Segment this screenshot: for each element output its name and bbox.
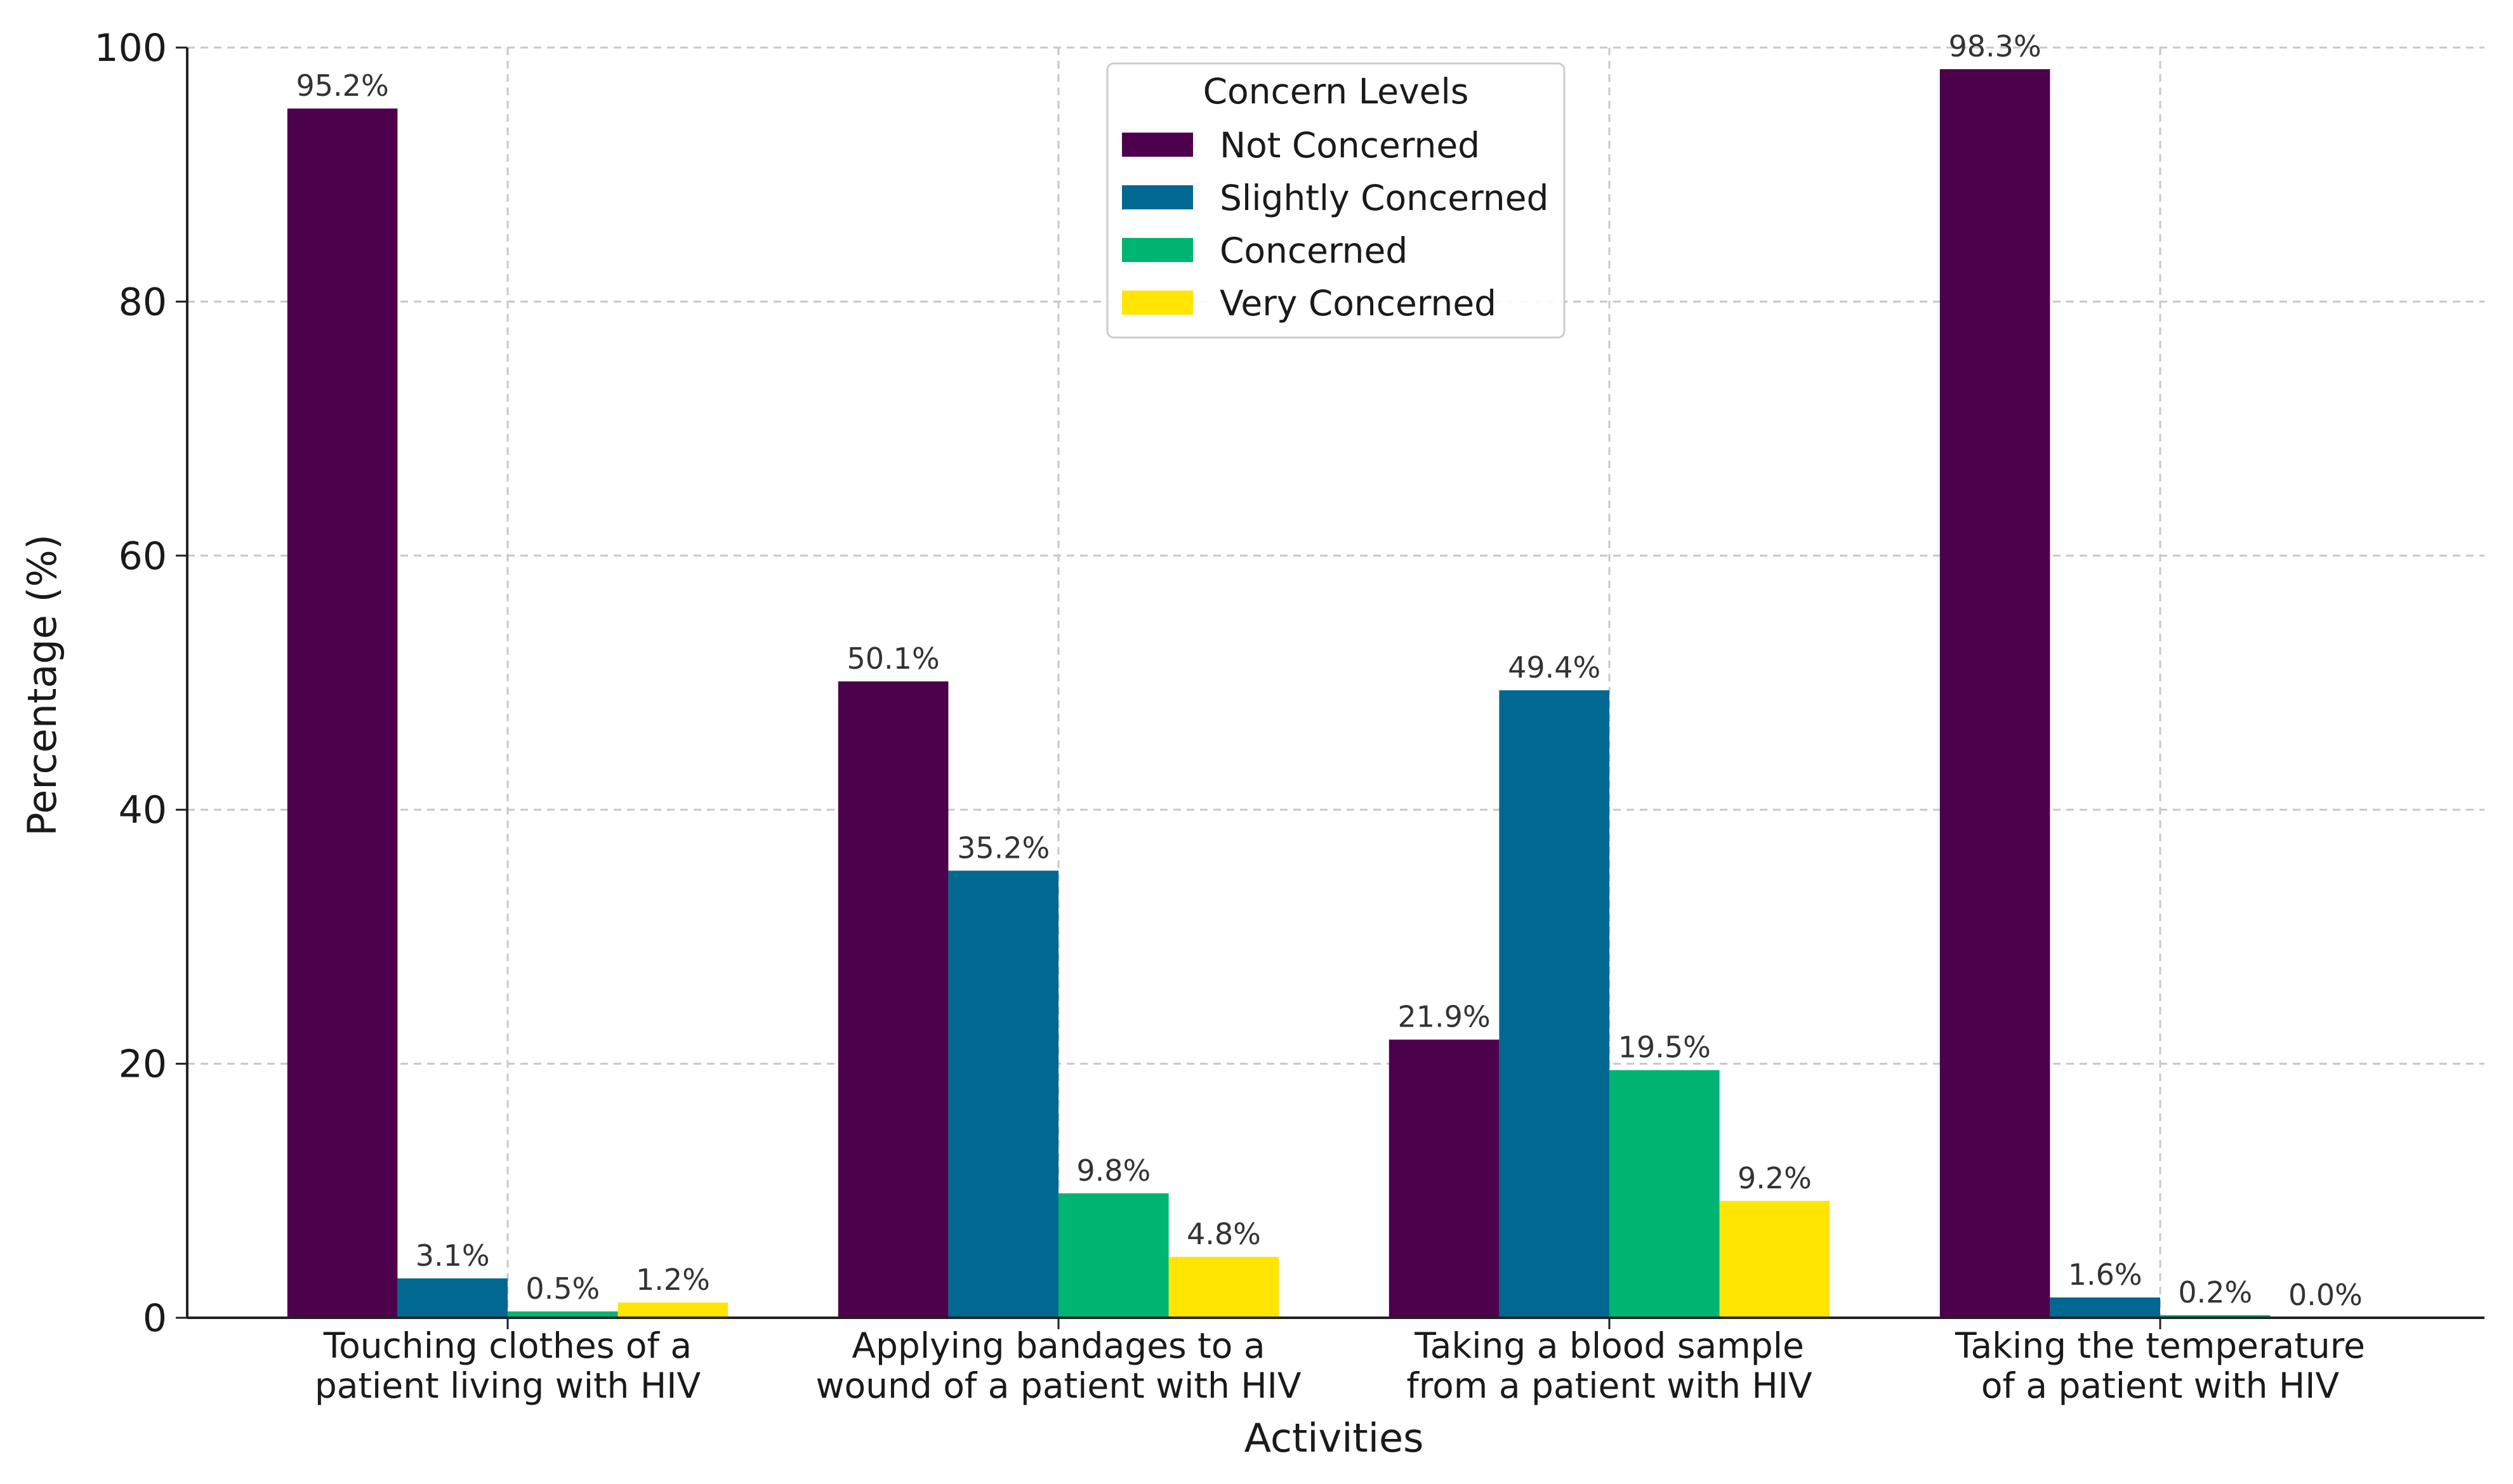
legend-title: Concern Levels <box>1203 71 1469 112</box>
x-category-label-line: patient living with HIV <box>315 1365 701 1406</box>
bar-value-label: 98.3% <box>1949 29 2041 63</box>
bar-concerned <box>1059 1193 1169 1318</box>
bar-value-label: 3.1% <box>416 1238 490 1273</box>
bar-slightly-concerned <box>2050 1297 2160 1318</box>
legend-box <box>1106 62 1566 339</box>
bar-value-label: 35.2% <box>957 831 1050 865</box>
legend-label: Not Concerned <box>1220 125 1480 166</box>
x-category-label-line: wound of a patient with HIV <box>815 1365 1301 1406</box>
x-category-label: Taking the temperature of a patient with … <box>1955 1325 2365 1406</box>
bar-concerned <box>1609 1070 1720 1318</box>
legend: Concern Levels Not Concerned Slightly Con… <box>1106 62 1566 339</box>
legend-label: Very Concerned <box>1220 283 1496 324</box>
bar-value-label: 49.4% <box>1508 650 1600 685</box>
bar-value-label: 1.2% <box>636 1263 710 1297</box>
x-category-label: Applying bandages to a wound of a patient… <box>815 1325 1301 1406</box>
bar-slightly-concerned <box>948 870 1059 1318</box>
legend-swatch <box>1122 133 1193 157</box>
y-tick-label: 100 <box>94 26 167 70</box>
bar-value-label: 21.9% <box>1398 1000 1491 1034</box>
y-axis-title: Percentage (%) <box>19 534 65 836</box>
bar-value-label: 9.8% <box>1076 1153 1151 1188</box>
x-category-label-line: Taking the temperature <box>1955 1325 2365 1366</box>
bar-slightly-concerned <box>397 1278 508 1318</box>
legend-label: Concerned <box>1220 230 1408 271</box>
y-tick-label: 0 <box>143 1296 167 1341</box>
legend-label: Slightly Concerned <box>1220 178 1548 218</box>
bar-value-label: 19.5% <box>1618 1030 1711 1065</box>
bar-slightly-concerned <box>1499 690 1609 1318</box>
bar-value-label: 0.2% <box>2178 1275 2252 1310</box>
bar-not-concerned <box>287 108 398 1318</box>
bar-value-label: 50.1% <box>847 641 940 676</box>
axes: 0 20 40 60 80 100 Touching clothes of a patient… <box>94 26 2484 1406</box>
bar-very-concerned <box>1719 1200 1830 1318</box>
y-tick-label: 20 <box>119 1042 167 1087</box>
x-category-label-line: Taking a blood sample <box>1414 1325 1804 1366</box>
bar-value-label: 0.0% <box>2288 1278 2363 1312</box>
bar-concerned <box>2160 1315 2271 1318</box>
y-tick-label: 60 <box>119 534 167 579</box>
legend-swatch <box>1122 291 1193 315</box>
legend-swatch <box>1122 238 1193 262</box>
x-category-label-line: of a patient with HIV <box>1981 1365 2340 1406</box>
bar-very-concerned <box>1168 1256 1279 1318</box>
y-tick-label: 80 <box>119 280 167 324</box>
bar-very-concerned <box>617 1302 729 1318</box>
bar-concerned <box>508 1311 618 1318</box>
x-category-label: Touching clothes of a patient living with… <box>315 1325 701 1406</box>
bar-value-label: 1.6% <box>2068 1257 2142 1292</box>
bar-not-concerned <box>1388 1039 1500 1318</box>
bar-not-concerned <box>1939 69 2050 1318</box>
x-category-label-line: Touching clothes of a <box>323 1325 692 1366</box>
x-category-label: Taking a blood sample from a patient with… <box>1406 1325 1812 1406</box>
legend-items: Not Concerned Slightly Concerned Concerned… <box>1122 125 1548 324</box>
bar-value-label: 9.2% <box>1738 1161 1812 1195</box>
bar-value-label: 4.8% <box>1187 1217 1261 1251</box>
x-category-label-line: from a patient with HIV <box>1406 1365 1812 1406</box>
bar-value-label: 0.5% <box>525 1271 600 1306</box>
x-axis-title: Activities <box>1244 1415 1424 1461</box>
legend-swatch <box>1122 185 1193 209</box>
y-tick-label: 40 <box>119 788 167 832</box>
bar-value-label: 95.2% <box>296 69 389 103</box>
bars <box>287 69 2271 1318</box>
x-category-label-line: Applying bandages to a <box>852 1325 1265 1366</box>
bar-not-concerned <box>838 681 949 1318</box>
data-labels: 95.2% 50.1% 21.9% 98.3% 3.1% 35.2% 49.4% 1.6% 0.… <box>296 29 2363 1312</box>
